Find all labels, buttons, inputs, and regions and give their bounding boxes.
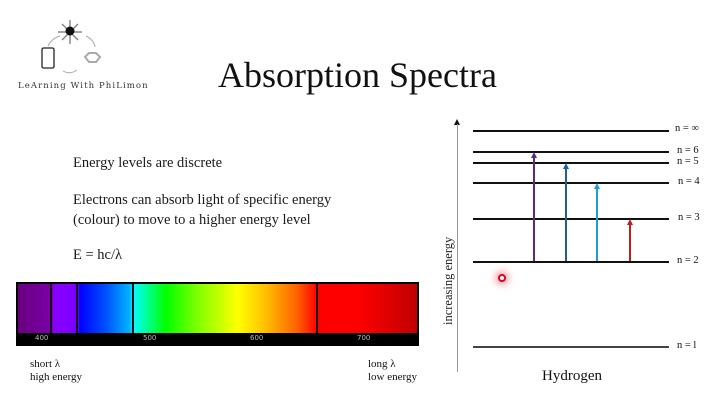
element-label: Hydrogen bbox=[542, 368, 602, 384]
absorption-line-410 bbox=[50, 284, 52, 333]
statement-absorb-line2: (colour) to move to a higher energy leve… bbox=[73, 212, 311, 228]
short-wavelength-label: short λ high energy bbox=[30, 358, 83, 383]
tick-500: 500 bbox=[143, 334, 157, 342]
level-n3 bbox=[473, 218, 669, 220]
transition-2-to-4 bbox=[596, 188, 598, 261]
equation: E = hc/λ bbox=[73, 247, 123, 263]
level-n4 bbox=[473, 182, 669, 184]
level-label-n6: n = 6 bbox=[677, 145, 699, 156]
mouse-cursor-highlight bbox=[498, 274, 506, 282]
energy-axis-label: increasing energy bbox=[441, 236, 455, 325]
absorption-line-486 bbox=[132, 284, 134, 333]
absorption-line-434 bbox=[76, 284, 78, 333]
page-title: Absorption Spectra bbox=[218, 55, 497, 95]
logo-text: LeArning With PhiLimon bbox=[18, 81, 149, 91]
long-wavelength-label: long λ low energy bbox=[368, 358, 417, 383]
logo: LeArning With PhiLimon bbox=[0, 0, 160, 100]
transition-2-to-5 bbox=[565, 168, 567, 261]
statement-absorb-line1: Electrons can absorb light of specific e… bbox=[73, 192, 332, 208]
level-n-infinity bbox=[473, 130, 669, 132]
level-label-n-infinity: n = ∞ bbox=[675, 123, 699, 134]
level-label-n4: n = 4 bbox=[678, 176, 700, 187]
energy-axis-arrowhead bbox=[454, 119, 460, 125]
level-label-n1: n = l bbox=[677, 340, 697, 351]
level-label-n2: n = 2 bbox=[677, 255, 699, 266]
arrowhead-2-to-6 bbox=[531, 152, 537, 158]
level-n5 bbox=[473, 162, 669, 164]
absorption-line-656 bbox=[316, 284, 318, 333]
statement-discrete-levels: Energy levels are discrete bbox=[73, 155, 223, 171]
level-n2 bbox=[473, 261, 669, 263]
level-n6 bbox=[473, 151, 669, 153]
tick-400: 400 bbox=[35, 334, 49, 342]
arrowhead-2-to-5 bbox=[563, 163, 569, 169]
tick-700: 700 bbox=[357, 334, 371, 342]
visible-spectrum: 400 500 600 700 bbox=[16, 282, 419, 346]
level-label-n5: n = 5 bbox=[677, 156, 699, 167]
level-label-n3: n = 3 bbox=[678, 212, 700, 223]
hexagon-icon bbox=[83, 52, 102, 63]
level-n1 bbox=[473, 346, 669, 348]
spectrum-gradient bbox=[18, 284, 417, 333]
arrowhead-2-to-3 bbox=[627, 219, 633, 225]
phone-icon bbox=[41, 47, 55, 69]
arrowhead-2-to-4 bbox=[594, 183, 600, 189]
energy-axis bbox=[457, 124, 458, 372]
tick-600: 600 bbox=[250, 334, 264, 342]
transition-2-to-6 bbox=[533, 157, 535, 261]
transition-2-to-3 bbox=[629, 224, 631, 261]
logo-graphic bbox=[41, 20, 102, 74]
